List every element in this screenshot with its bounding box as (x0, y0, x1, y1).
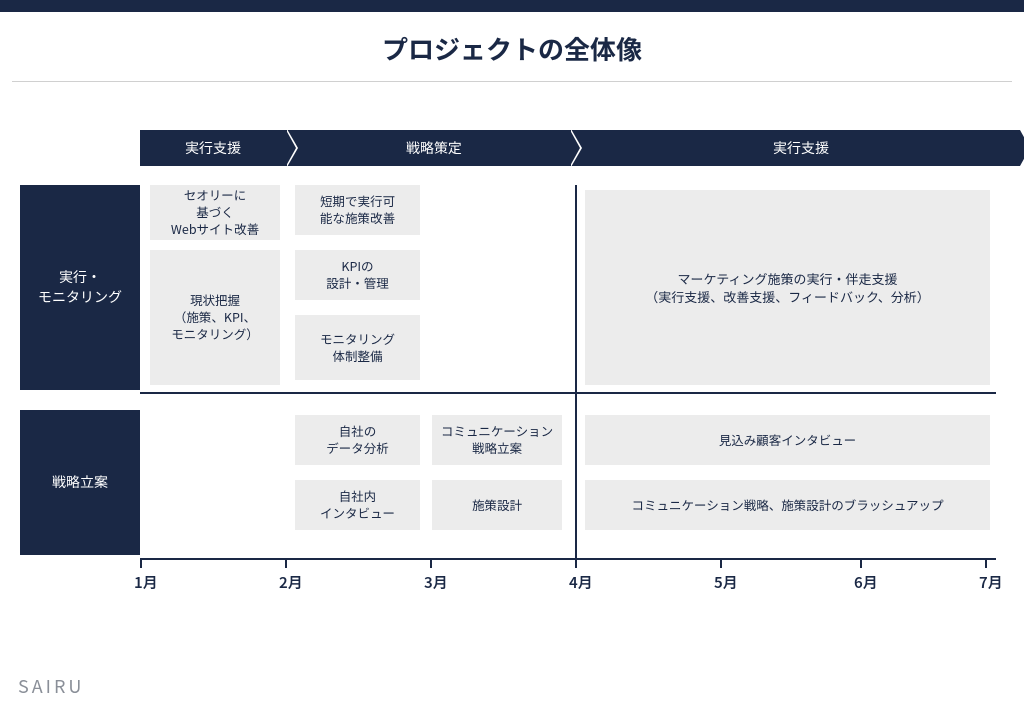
card-comm-strategy: コミュニケーション 戦略立案 (432, 415, 562, 465)
card-shortterm-improvement: 短期で実行可 能な施策改善 (295, 185, 420, 235)
card-prospect-interview: 見込み顧客インタビュー (585, 415, 990, 465)
month-label: 7月 (979, 572, 1019, 593)
phase-divider-vertical (575, 185, 577, 558)
footer-logo: SAIRU (18, 673, 84, 699)
card-kpi-design: KPIの 設計・管理 (295, 250, 420, 300)
month-label: 1月 (134, 572, 174, 593)
month-label: 3月 (424, 572, 464, 593)
month-label: 4月 (569, 572, 609, 593)
month-tick (720, 558, 722, 568)
row2-baseline (140, 558, 996, 560)
card-marketing-execution-support: マーケティング施策の実行・伴走支援 （実行支援、改善支援、フィードバック、分析） (585, 190, 990, 385)
card-monitoring-setup: モニタリング 体制整備 (295, 315, 420, 380)
row-label-strategy: 戦略立案 (20, 410, 140, 555)
top-navy-bar (0, 0, 1024, 12)
month-tick (860, 558, 862, 568)
card-current-state: 現状把握 （施策、KPI、 モニタリング） (150, 250, 280, 385)
card-measure-design: 施策設計 (432, 480, 562, 530)
row1-baseline (140, 392, 996, 394)
gantt-chart: 実行支援 戦略策定 実行支援 実行・ モニタリング 戦略立案 セオリーに 基づく… (20, 120, 1000, 640)
month-tick (430, 558, 432, 568)
card-internal-interview: 自社内 インタビュー (295, 480, 420, 530)
month-label: 6月 (854, 572, 894, 593)
page-title: プロジェクトの全体像 (0, 12, 1024, 81)
phase-1: 実行支援 (140, 130, 286, 166)
card-strategy-brushup: コミュニケーション戦略、施策設計のブラッシュアップ (585, 480, 990, 530)
card-data-analysis: 自社の データ分析 (295, 415, 420, 465)
title-divider (12, 81, 1012, 82)
month-label: 2月 (279, 572, 319, 593)
row-label-execution-monitoring: 実行・ モニタリング (20, 185, 140, 390)
month-tick (985, 558, 987, 568)
phase-2: 戦略策定 (286, 130, 570, 166)
month-tick (285, 558, 287, 568)
month-tick (140, 558, 142, 568)
phase-3: 実行支援 (570, 130, 1020, 166)
phase-header: 実行支援 戦略策定 実行支援 (140, 130, 996, 166)
month-label: 5月 (714, 572, 754, 593)
month-tick (575, 558, 577, 568)
card-website-improvement: セオリーに 基づく Webサイト改善 (150, 185, 280, 240)
